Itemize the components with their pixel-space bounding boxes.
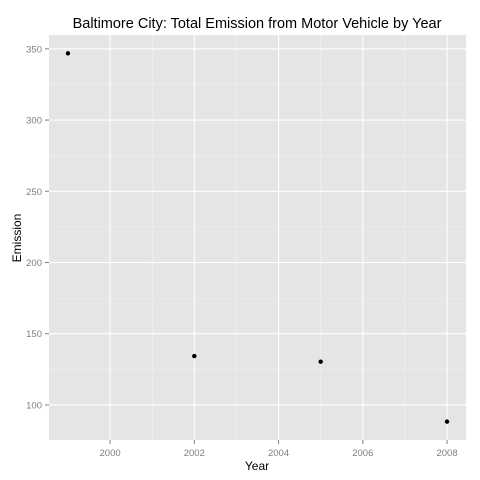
x-tick-label: 2006 bbox=[352, 448, 373, 459]
data-point bbox=[318, 359, 323, 364]
y-tick-label: 200 bbox=[26, 258, 42, 269]
x-tick-label: 2004 bbox=[268, 448, 289, 459]
x-tick-label: 2000 bbox=[100, 448, 121, 459]
data-point bbox=[192, 353, 197, 359]
x-axis-title: Year bbox=[245, 459, 269, 473]
y-axis-title: Emission bbox=[10, 214, 24, 263]
y-tick-label: 100 bbox=[26, 400, 42, 411]
y-axis-ticks: 100 150 200 250 300 350 bbox=[26, 44, 49, 411]
major-grid bbox=[49, 35, 466, 440]
x-tick-label: 2002 bbox=[184, 448, 205, 459]
y-tick-label: 350 bbox=[26, 44, 42, 55]
data-points bbox=[65, 51, 450, 424]
x-tick-label: 2008 bbox=[436, 448, 457, 459]
y-tick-label: 150 bbox=[26, 329, 42, 340]
minor-grid bbox=[49, 35, 466, 440]
data-point bbox=[65, 51, 71, 56]
data-point bbox=[444, 419, 450, 424]
y-tick-label: 300 bbox=[26, 116, 42, 127]
chart-title: Baltimore City: Total Emission from Moto… bbox=[73, 16, 442, 32]
y-tick-label: 250 bbox=[26, 187, 42, 198]
plot-panel bbox=[49, 35, 466, 440]
x-axis-ticks: 2000 2002 2004 2006 2008 bbox=[100, 440, 458, 459]
